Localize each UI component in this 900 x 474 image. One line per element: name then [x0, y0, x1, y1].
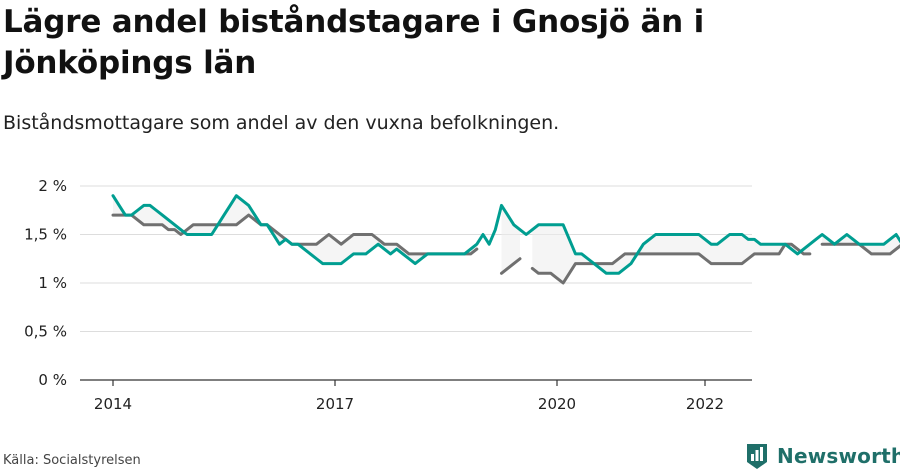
series-line-j-nk-pings-l-n	[530, 242, 812, 285]
chart-subtitle: Biståndsmottagare som andel av den vuxna…	[3, 112, 560, 134]
series-line-gnosj-kommun	[111, 194, 900, 275]
y-tick-label: 1,5 %	[24, 226, 67, 244]
newsworthy-logo-icon	[747, 444, 767, 469]
y-tick-label: 2 %	[38, 177, 67, 195]
x-tick-label: 2022	[686, 395, 724, 413]
difference-area	[113, 195, 477, 264]
y-tick-label: 0 %	[38, 371, 67, 389]
y-axis-ticks: 0 % 0,5 % 1 % 1,5 % 2 %	[24, 177, 67, 389]
series-line-j-nk-pings-l-n	[820, 242, 900, 256]
brand-name: Newsworthy	[777, 444, 900, 468]
difference-area	[501, 205, 520, 274]
x-tick-label: 2020	[538, 395, 576, 413]
brand-logo: Newsworthy	[745, 442, 900, 470]
chart-title: Lägre andel biståndstagare i Gnosjö än i…	[3, 4, 705, 81]
x-tick-label: 2017	[316, 395, 354, 413]
series-line-j-nk-pings-l-n	[500, 257, 522, 275]
x-axis-ticks: 2014 2017 2020 2022	[94, 380, 724, 413]
source-note: Källa: Socialstyrelsen	[3, 453, 141, 468]
x-tick-label: 2014	[94, 395, 132, 413]
y-tick-label: 1 %	[38, 274, 67, 292]
y-tick-label: 0,5 %	[24, 323, 67, 341]
series-lines	[111, 194, 900, 285]
grid-lines	[80, 185, 752, 381]
